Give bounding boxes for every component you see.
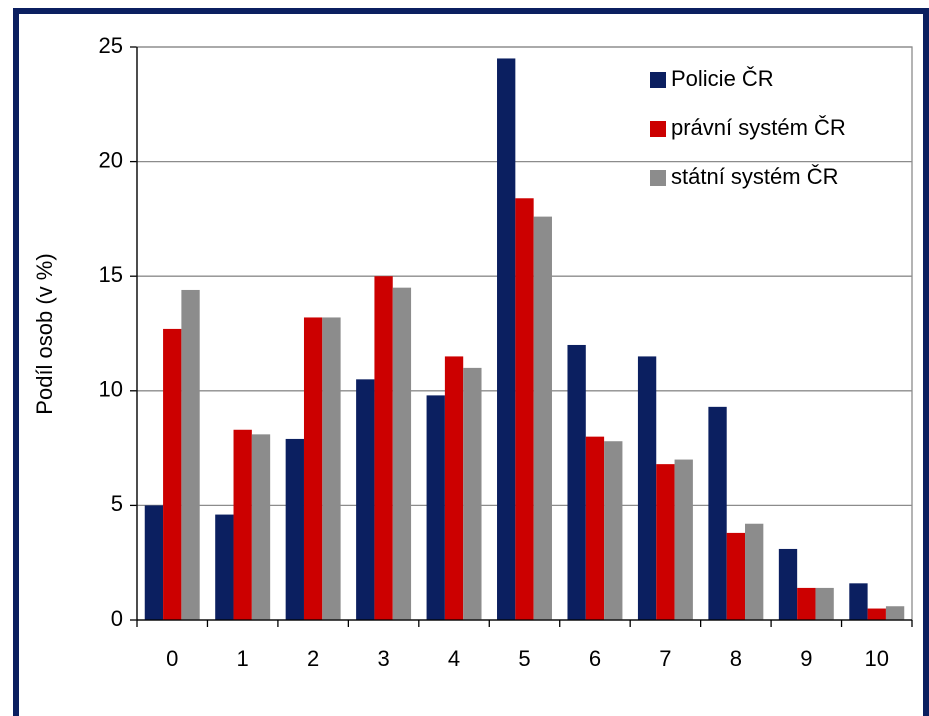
bar [656, 464, 675, 620]
legend-swatch [650, 72, 666, 88]
x-tick-label: 5 [518, 646, 530, 671]
legend-swatch [650, 121, 666, 137]
bar [444, 356, 464, 620]
bar [604, 441, 623, 620]
x-tick-label: 8 [730, 646, 742, 671]
bar [533, 216, 552, 620]
x-tick-label: 1 [237, 646, 249, 671]
bar [181, 289, 200, 620]
bar [374, 276, 393, 620]
bar [303, 317, 323, 620]
y-axis-label: Podíl osob (v %) [32, 253, 57, 414]
bar [585, 436, 605, 620]
bar [497, 58, 516, 620]
bar [778, 548, 798, 620]
bar [637, 356, 657, 620]
x-tick-label: 2 [307, 646, 319, 671]
y-tick-label: 10 [99, 377, 123, 402]
bar [708, 406, 727, 620]
bar [251, 434, 271, 620]
y-tick-label: 20 [99, 147, 123, 172]
legend-label: Policie ČR [671, 66, 774, 91]
bar [849, 583, 868, 620]
bar [144, 505, 164, 620]
bar [463, 367, 482, 620]
y-tick-label: 15 [99, 262, 123, 287]
x-tick-label: 3 [377, 646, 389, 671]
bar [356, 379, 375, 620]
x-tick-label: 7 [659, 646, 671, 671]
bar [815, 587, 834, 620]
x-tick-label: 10 [865, 646, 889, 671]
bar [233, 429, 252, 620]
bar [567, 344, 586, 620]
bar [285, 438, 304, 620]
bar [426, 395, 445, 620]
x-tick-label: 6 [589, 646, 601, 671]
legend-swatch [650, 170, 666, 186]
bar [885, 606, 905, 620]
bar [392, 287, 412, 620]
x-tick-label: 9 [800, 646, 812, 671]
bar [515, 198, 534, 620]
y-tick-label: 0 [111, 606, 123, 631]
bar [322, 317, 341, 620]
bar [867, 608, 886, 620]
bar [674, 459, 693, 620]
y-tick-label: 5 [111, 491, 123, 516]
bar [797, 587, 816, 620]
frame [13, 8, 929, 716]
bar [745, 523, 764, 620]
legend-label: právní systém ČR [671, 115, 846, 140]
bar [726, 532, 746, 620]
x-tick-label: 0 [166, 646, 178, 671]
y-tick-label: 25 [99, 33, 123, 58]
legend-label: státní systém ČR [671, 164, 838, 189]
bar [215, 514, 234, 620]
x-tick-label: 4 [448, 646, 460, 671]
bar [163, 328, 182, 620]
